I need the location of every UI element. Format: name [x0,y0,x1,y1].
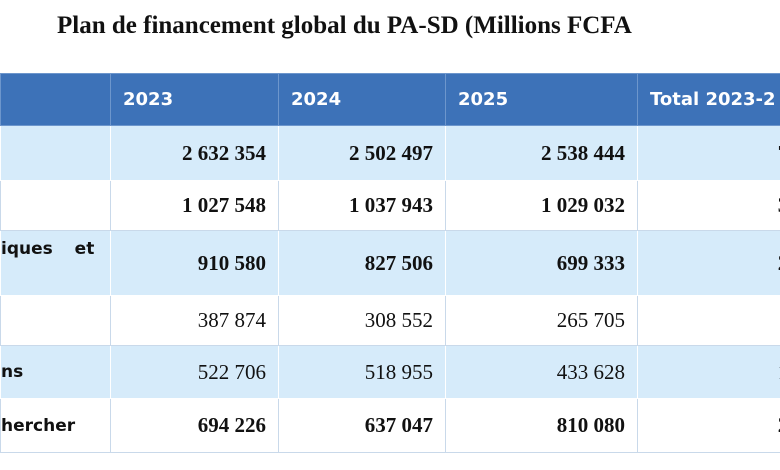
value-cell: 699 333 [445,230,638,296]
row-label: iques et [0,230,111,296]
value-cell: 810 080 [445,398,638,453]
value-cell: 1 029 032 [445,180,638,231]
value-cell: 2 437 [637,230,780,296]
value-cell: 1 027 548 [110,180,279,231]
value-cell: 265 705 [445,295,638,346]
value-cell: 2 141 [637,398,780,453]
value-cell: 308 552 [278,295,446,346]
row-label: ns [0,345,111,399]
row-label [0,295,111,346]
row-label: hercher [0,398,111,453]
value-cell: 518 955 [278,345,446,399]
header-cell: Total 2023-2 [637,73,780,126]
value-cell: 522 706 [110,345,279,399]
header-row: 2023 2024 2025 Total 2023-2 [0,73,780,126]
value-cell: 637 047 [278,398,446,453]
header-cell: 2025 [445,73,638,126]
row-label [0,180,111,231]
value-cell: 694 226 [110,398,279,453]
value-cell: 387 874 [110,295,279,346]
value-cell: 1 037 943 [278,180,446,231]
value-cell: 2 538 444 [445,125,638,181]
value-cell: 910 580 [110,230,279,296]
value-cell: 827 506 [278,230,446,296]
value-cell: 2 632 354 [110,125,279,181]
value-cell: 433 628 [445,345,638,399]
value-cell: 962 [637,295,780,346]
title: Plan de financement global du PA-SD (Mil… [57,12,632,39]
header-cell: 2023 [110,73,279,126]
row-label [0,125,111,181]
value-cell: 3 094 [637,180,780,231]
value-cell: 7 673 [637,125,780,181]
header-cell: 2024 [278,73,446,126]
value-cell: 2 502 497 [278,125,446,181]
header-cell [0,73,111,126]
financing-table: 2023 2024 2025 Total 2023-2 2 632 354 2 502 4… [0,73,780,453]
value-cell: 1 475 [637,345,780,399]
